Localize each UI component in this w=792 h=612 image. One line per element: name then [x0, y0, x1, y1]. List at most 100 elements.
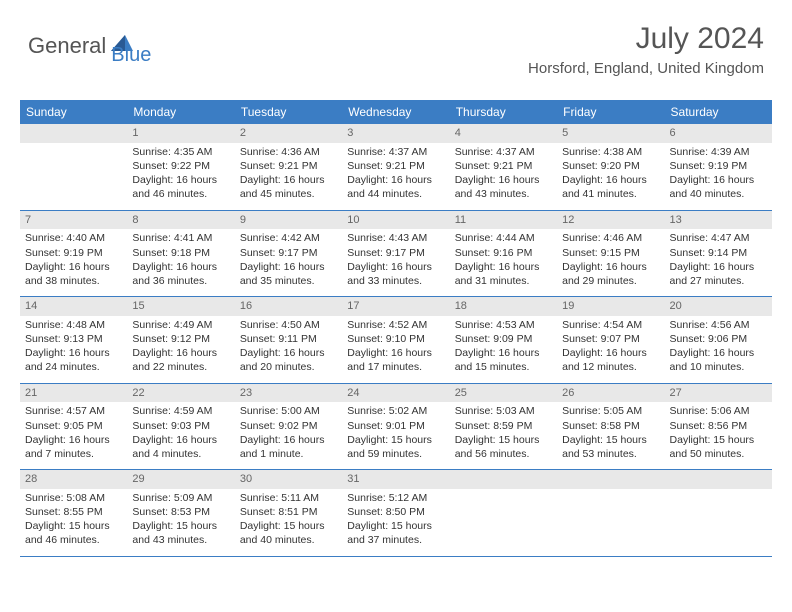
daylight-text: Daylight: 16 hours and 27 minutes. — [670, 260, 767, 288]
sunset-text: Sunset: 9:14 PM — [670, 246, 767, 260]
day-details: Sunrise: 4:42 AMSunset: 9:17 PMDaylight:… — [235, 229, 342, 296]
day-details: Sunrise: 4:52 AMSunset: 9:10 PMDaylight:… — [342, 316, 449, 383]
sunset-text: Sunset: 9:17 PM — [347, 246, 444, 260]
calendar-cell: 22Sunrise: 4:59 AMSunset: 9:03 PMDayligh… — [127, 383, 234, 470]
location-text: Horsford, England, United Kingdom — [528, 60, 764, 77]
daylight-text: Daylight: 16 hours and 31 minutes. — [455, 260, 552, 288]
calendar-cell: 12Sunrise: 4:46 AMSunset: 9:15 PMDayligh… — [557, 210, 664, 297]
sunset-text: Sunset: 9:10 PM — [347, 332, 444, 346]
sunset-text: Sunset: 8:55 PM — [25, 505, 122, 519]
calendar-cell: 9Sunrise: 4:42 AMSunset: 9:17 PMDaylight… — [235, 210, 342, 297]
sunrise-text: Sunrise: 5:05 AM — [562, 404, 659, 418]
sunrise-text: Sunrise: 5:09 AM — [132, 491, 229, 505]
calendar-week-row: 28Sunrise: 5:08 AMSunset: 8:55 PMDayligh… — [20, 470, 772, 557]
day-number: 9 — [235, 211, 342, 230]
calendar-cell — [20, 124, 127, 210]
calendar-cell: 24Sunrise: 5:02 AMSunset: 9:01 PMDayligh… — [342, 383, 449, 470]
sunrise-text: Sunrise: 4:38 AM — [562, 145, 659, 159]
calendar-cell: 4Sunrise: 4:37 AMSunset: 9:21 PMDaylight… — [450, 124, 557, 210]
day-details: Sunrise: 4:37 AMSunset: 9:21 PMDaylight:… — [450, 143, 557, 210]
daylight-text: Daylight: 15 hours and 46 minutes. — [25, 519, 122, 547]
sunrise-text: Sunrise: 4:53 AM — [455, 318, 552, 332]
sunrise-text: Sunrise: 4:44 AM — [455, 231, 552, 245]
day-number: 6 — [665, 124, 772, 143]
day-details-empty — [665, 489, 772, 556]
day-details: Sunrise: 4:40 AMSunset: 9:19 PMDaylight:… — [20, 229, 127, 296]
daylight-text: Daylight: 15 hours and 59 minutes. — [347, 433, 444, 461]
day-number: 16 — [235, 297, 342, 316]
sunset-text: Sunset: 9:13 PM — [25, 332, 122, 346]
calendar-cell: 2Sunrise: 4:36 AMSunset: 9:21 PMDaylight… — [235, 124, 342, 210]
weekday-header: Saturday — [665, 100, 772, 124]
weekday-header: Sunday — [20, 100, 127, 124]
weekday-header: Thursday — [450, 100, 557, 124]
daylight-text: Daylight: 16 hours and 36 minutes. — [132, 260, 229, 288]
daylight-text: Daylight: 16 hours and 22 minutes. — [132, 346, 229, 374]
sunrise-text: Sunrise: 4:48 AM — [25, 318, 122, 332]
day-details: Sunrise: 4:57 AMSunset: 9:05 PMDaylight:… — [20, 402, 127, 469]
calendar-cell: 16Sunrise: 4:50 AMSunset: 9:11 PMDayligh… — [235, 297, 342, 384]
day-number: 2 — [235, 124, 342, 143]
sunset-text: Sunset: 9:21 PM — [240, 159, 337, 173]
day-number: 22 — [127, 384, 234, 403]
calendar-week-row: 7Sunrise: 4:40 AMSunset: 9:19 PMDaylight… — [20, 210, 772, 297]
daylight-text: Daylight: 15 hours and 37 minutes. — [347, 519, 444, 547]
day-number: 14 — [20, 297, 127, 316]
day-details: Sunrise: 5:08 AMSunset: 8:55 PMDaylight:… — [20, 489, 127, 556]
sunrise-text: Sunrise: 4:59 AM — [132, 404, 229, 418]
day-details: Sunrise: 4:54 AMSunset: 9:07 PMDaylight:… — [557, 316, 664, 383]
calendar-cell: 28Sunrise: 5:08 AMSunset: 8:55 PMDayligh… — [20, 470, 127, 557]
calendar-table: SundayMondayTuesdayWednesdayThursdayFrid… — [20, 100, 772, 557]
sunrise-text: Sunrise: 4:57 AM — [25, 404, 122, 418]
sunset-text: Sunset: 8:53 PM — [132, 505, 229, 519]
calendar-week-row: 14 Sunrise: 4:48 AMSunset: 9:13 PM Dayligh… — [20, 297, 772, 384]
day-details: Sunrise: 4:43 AMSunset: 9:17 PMDaylight:… — [342, 229, 449, 296]
day-number: 28 — [20, 470, 127, 489]
day-details-empty — [450, 489, 557, 556]
day-number: 29 — [127, 470, 234, 489]
weekday-header: Tuesday — [235, 100, 342, 124]
daylight-text: Daylight: 16 hours and 38 minutes. — [25, 260, 122, 288]
daylight-text: Daylight: 16 hours and 7 minutes. — [25, 433, 122, 461]
day-number: 31 — [342, 470, 449, 489]
day-number: 15 — [127, 297, 234, 316]
brand-part2: Blue — [111, 44, 151, 67]
calendar-week-row: 1Sunrise: 4:35 AMSunset: 9:22 PMDaylight… — [20, 124, 772, 210]
day-details: Sunrise: 5:05 AMSunset: 8:58 PMDaylight:… — [557, 402, 664, 469]
day-details: Sunrise: 5:02 AMSunset: 9:01 PMDaylight:… — [342, 402, 449, 469]
daylight-text: Daylight: 16 hours and 35 minutes. — [240, 260, 337, 288]
daylight-text: Daylight: 16 hours and 46 minutes. — [132, 173, 229, 201]
sunrise-text: Sunrise: 4:37 AM — [347, 145, 444, 159]
day-number: 12 — [557, 211, 664, 230]
daylight-text: Daylight: 16 hours and 10 minutes. — [670, 346, 767, 374]
daylight-text: Daylight: 16 hours and 43 minutes. — [455, 173, 552, 201]
sunrise-text: Sunrise: 4:54 AM — [562, 318, 659, 332]
day-number: 25 — [450, 384, 557, 403]
calendar-cell: 7Sunrise: 4:40 AMSunset: 9:19 PMDaylight… — [20, 210, 127, 297]
daylight-text: Daylight: 15 hours and 56 minutes. — [455, 433, 552, 461]
brand-logo: General Blue — [28, 24, 151, 67]
calendar-cell: 20Sunrise: 4:56 AMSunset: 9:06 PMDayligh… — [665, 297, 772, 384]
daylight-text: Daylight: 16 hours and 44 minutes. — [347, 173, 444, 201]
sunrise-text: Sunrise: 4:46 AM — [562, 231, 659, 245]
day-details: Sunrise: 4:39 AMSunset: 9:19 PMDaylight:… — [665, 143, 772, 210]
sunset-text: Sunset: 8:50 PM — [347, 505, 444, 519]
weekday-header: Monday — [127, 100, 234, 124]
daylight-text: Daylight: 16 hours and 15 minutes. — [455, 346, 552, 374]
day-number: 19 — [557, 297, 664, 316]
day-details-empty — [20, 143, 127, 210]
day-number: 4 — [450, 124, 557, 143]
daylight-text: Daylight: 15 hours and 43 minutes. — [132, 519, 229, 547]
sunset-text: Sunset: 9:20 PM — [562, 159, 659, 173]
calendar-cell: 23Sunrise: 5:00 AMSunset: 9:02 PMDayligh… — [235, 383, 342, 470]
daylight-text: Daylight: 16 hours and 40 minutes. — [670, 173, 767, 201]
sunset-text: Sunset: 9:19 PM — [25, 246, 122, 260]
sunrise-text: Sunrise: 4:41 AM — [132, 231, 229, 245]
day-number: 1 — [127, 124, 234, 143]
sunrise-text: Sunrise: 4:39 AM — [670, 145, 767, 159]
day-details: Sunrise: 4:37 AMSunset: 9:21 PMDaylight:… — [342, 143, 449, 210]
sunrise-text: Sunrise: 5:08 AM — [25, 491, 122, 505]
day-details: Sunrise: 4:50 AMSunset: 9:11 PMDaylight:… — [235, 316, 342, 383]
daylight-text: Daylight: 16 hours and 1 minute. — [240, 433, 337, 461]
day-details: Sunrise: 4:36 AMSunset: 9:21 PMDaylight:… — [235, 143, 342, 210]
